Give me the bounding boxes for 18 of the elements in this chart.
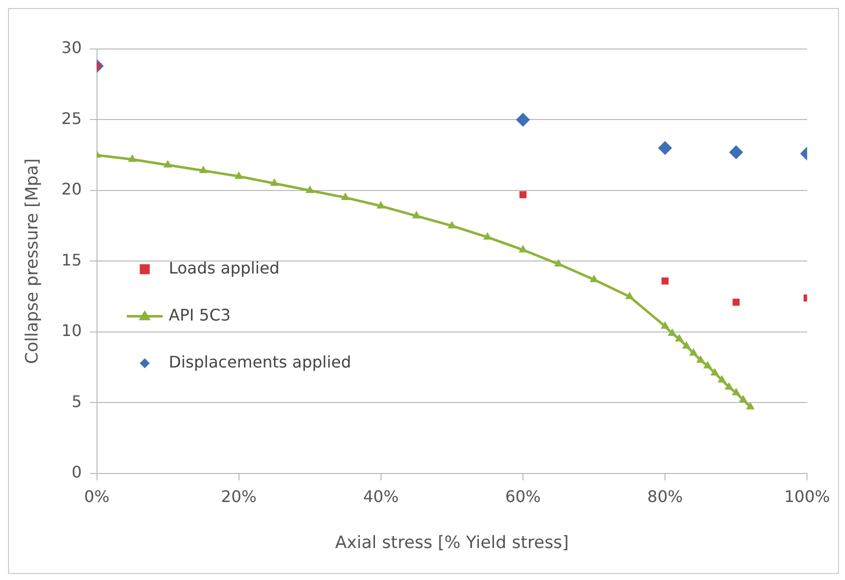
- y-tick-label: 30: [61, 38, 82, 58]
- y-tick-label: 25: [61, 108, 82, 128]
- x-tick-label: 80%: [647, 487, 683, 506]
- y-tick-label: 20: [61, 180, 82, 199]
- x-tick-label: 20%: [221, 487, 257, 506]
- x-tick-label: 40%: [363, 487, 399, 506]
- x-axis-title: Axial stress [% Yield stress]: [335, 533, 569, 554]
- legend-label: Displacements applied: [168, 352, 352, 372]
- x-tick-label: 60%: [505, 487, 541, 506]
- y-tick-label: 5: [72, 392, 82, 411]
- legend-label: API 5C3: [168, 305, 231, 324]
- x-tick-label: 100%: [784, 487, 830, 506]
- x-tick-label: 0%: [84, 487, 110, 506]
- legend-label: Loads applied: [168, 258, 280, 278]
- y-axis-title: Collapse pressure [Mpa]: [22, 158, 43, 364]
- y-tick-label: 10: [61, 321, 82, 340]
- y-tick-label: 15: [61, 250, 82, 270]
- y-tick-label: 0: [72, 462, 82, 482]
